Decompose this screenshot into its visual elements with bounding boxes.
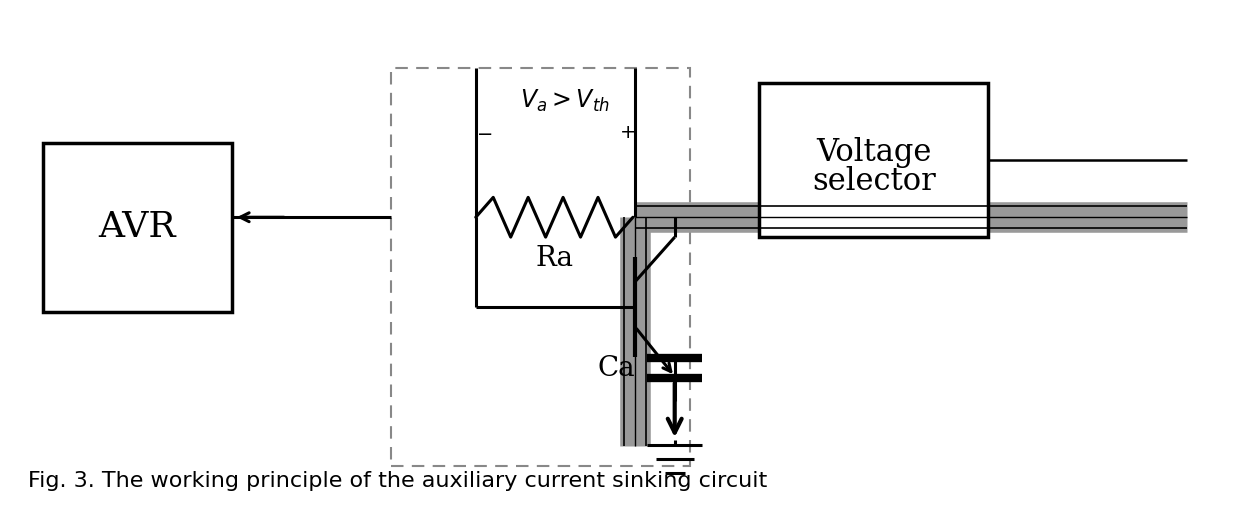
Text: Voltage: Voltage	[816, 136, 931, 168]
Text: Ra: Ra	[536, 245, 573, 272]
Text: $V_a>V_{th}$: $V_a>V_{th}$	[521, 88, 610, 114]
Text: AVR: AVR	[99, 210, 176, 244]
Bar	[391, 68, 689, 466]
Bar	[43, 143, 232, 312]
Text: selector: selector	[812, 167, 935, 198]
Text: Fig. 3. The working principle of the auxiliary current sinking circuit: Fig. 3. The working principle of the aux…	[29, 471, 768, 491]
Bar	[759, 83, 988, 237]
Text: $+$: $+$	[619, 123, 635, 142]
Text: Ca: Ca	[598, 355, 635, 382]
Text: $-$: $-$	[476, 123, 492, 142]
